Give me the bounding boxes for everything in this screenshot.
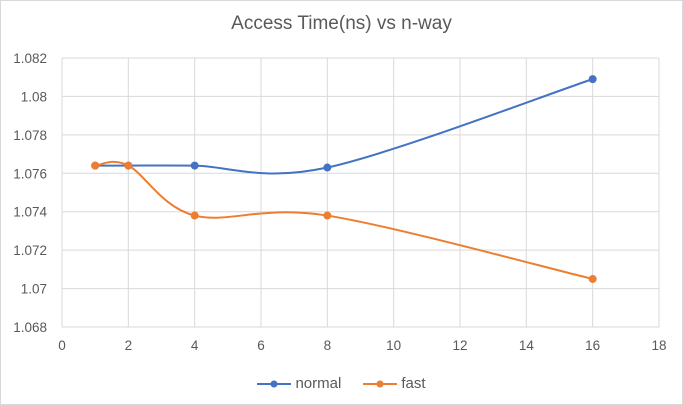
x-tick-label: 8 (324, 338, 332, 353)
series-line-normal (95, 78, 593, 175)
legend-swatch (363, 380, 398, 387)
x-tick-label: 14 (519, 338, 535, 353)
x-tick-label: 16 (585, 338, 600, 353)
y-tick-label: 1.07 (21, 282, 47, 297)
y-tick-label: 1.082 (13, 51, 47, 66)
legend: normal fast (1, 375, 682, 392)
legend-swatch (257, 380, 292, 387)
x-tick-label: 10 (386, 338, 401, 353)
x-tick-label: 0 (58, 338, 66, 353)
y-tick-label: 1.08 (21, 89, 47, 104)
y-tick-label: 1.074 (13, 205, 47, 220)
data-point-fast (124, 161, 133, 170)
data-point-fast (588, 274, 597, 283)
legend-label: fast (401, 375, 426, 392)
data-point-normal (588, 75, 597, 84)
legend-item-normal: normal (257, 375, 341, 392)
y-tick-label: 1.072 (13, 243, 47, 258)
legend-item-fast: fast (363, 375, 426, 392)
y-tick-label: 1.076 (13, 166, 47, 181)
x-tick-label: 6 (257, 338, 265, 353)
x-tick-label: 12 (452, 338, 467, 353)
legend-label: normal (295, 375, 342, 392)
y-tick-label: 1.078 (13, 128, 47, 143)
series-line-fast (95, 160, 593, 280)
data-point-fast (190, 211, 199, 220)
data-point-normal (190, 161, 199, 170)
chart-title: Access Time(ns) vs n-way (231, 13, 452, 34)
x-tick-label: 2 (125, 338, 133, 353)
data-point-normal (323, 163, 332, 172)
y-tick-label: 1.068 (13, 320, 47, 335)
x-tick-label: 4 (191, 338, 199, 353)
x-tick-label: 18 (651, 338, 666, 353)
data-point-fast (91, 161, 100, 170)
data-point-fast (323, 211, 332, 220)
